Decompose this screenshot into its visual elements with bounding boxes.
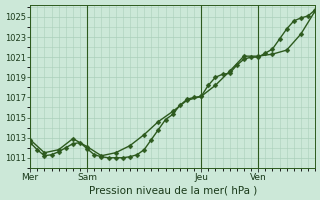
X-axis label: Pression niveau de la mer( hPa ): Pression niveau de la mer( hPa ) [89,185,257,195]
